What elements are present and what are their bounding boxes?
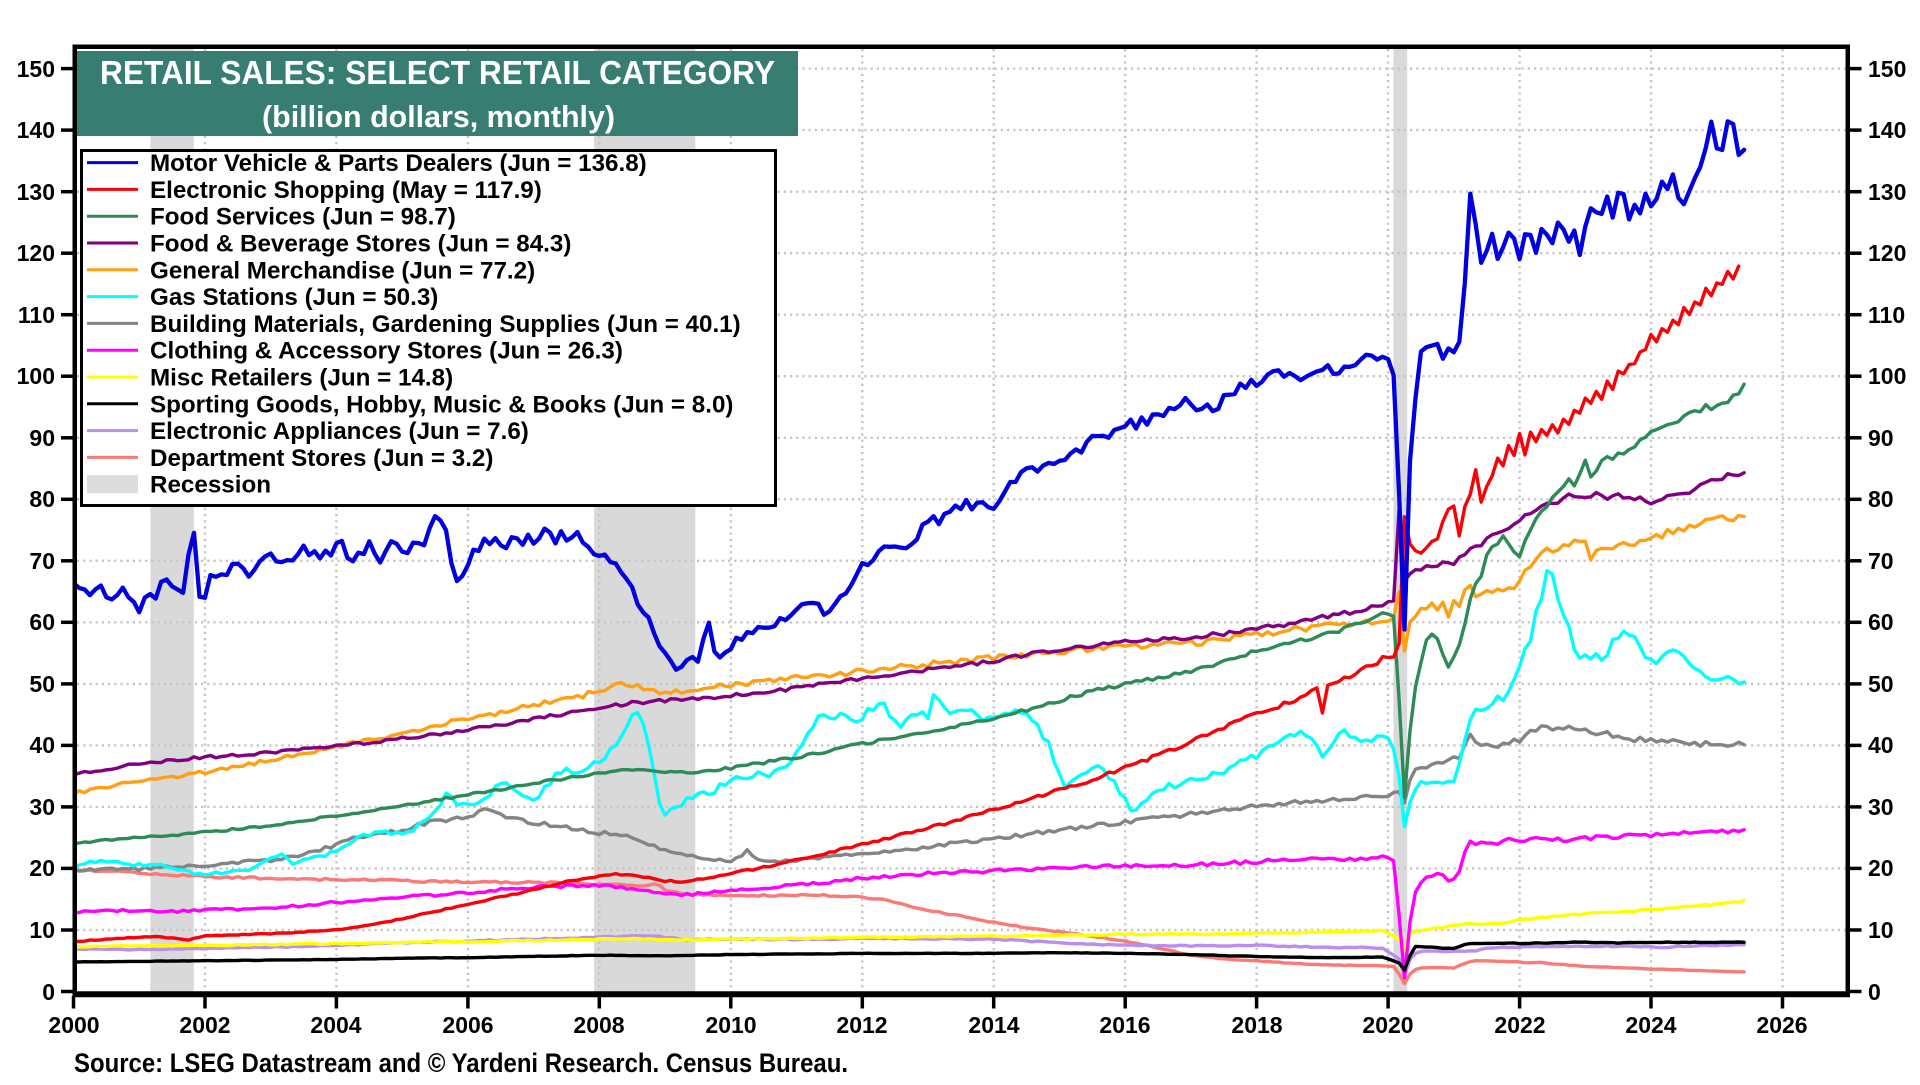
- svg-text:80: 80: [1868, 486, 1894, 512]
- svg-text:Gas Stations (Jun = 50.3): Gas Stations (Jun = 50.3): [150, 284, 438, 311]
- svg-text:40: 40: [1868, 732, 1894, 758]
- svg-text:10: 10: [29, 917, 55, 943]
- svg-text:2004: 2004: [310, 1012, 361, 1038]
- svg-text:20: 20: [1868, 855, 1894, 881]
- svg-text:10: 10: [1868, 917, 1894, 943]
- svg-text:Electronic Shopping (May = 117: Electronic Shopping (May = 117.9): [150, 177, 542, 204]
- svg-text:Clothing & Accessory Stores (J: Clothing & Accessory Stores (Jun = 26.3): [150, 338, 623, 365]
- svg-text:2018: 2018: [1231, 1012, 1282, 1038]
- svg-text:(billion dollars, monthly): (billion dollars, monthly): [262, 99, 615, 134]
- svg-text:Misc Retailers (Jun = 14.8): Misc Retailers (Jun = 14.8): [150, 365, 453, 392]
- svg-text:50: 50: [1868, 671, 1894, 697]
- svg-text:80: 80: [29, 486, 55, 512]
- svg-text:40: 40: [29, 732, 55, 758]
- svg-text:2020: 2020: [1362, 1012, 1413, 1038]
- svg-text:90: 90: [29, 425, 55, 451]
- svg-text:Department Stores (Jun = 3.2): Department Stores (Jun = 3.2): [150, 445, 493, 472]
- svg-text:Motor Vehicle & Parts Dealers: Motor Vehicle & Parts Dealers (Jun = 136…: [150, 150, 647, 177]
- svg-text:2002: 2002: [179, 1012, 230, 1038]
- svg-text:Electronic Appliances (Jun = 7: Electronic Appliances (Jun = 7.6): [150, 418, 529, 445]
- svg-text:130: 130: [17, 179, 55, 205]
- svg-text:20: 20: [29, 855, 55, 881]
- svg-text:2022: 2022: [1494, 1012, 1545, 1038]
- svg-text:2010: 2010: [705, 1012, 756, 1038]
- svg-text:2008: 2008: [573, 1012, 624, 1038]
- svg-text:60: 60: [1868, 609, 1894, 635]
- svg-text:2024: 2024: [1625, 1012, 1676, 1038]
- svg-text:RETAIL SALES: SELECT RETAIL CA: RETAIL SALES: SELECT RETAIL CATEGORY: [100, 54, 775, 91]
- svg-text:Sporting Goods, Hobby, Music &: Sporting Goods, Hobby, Music & Books (Ju…: [150, 391, 733, 418]
- svg-text:140: 140: [17, 117, 55, 143]
- svg-text:70: 70: [1868, 548, 1894, 574]
- svg-text:Food Services (Jun = 98.7): Food Services (Jun = 98.7): [150, 204, 456, 231]
- svg-text:2006: 2006: [442, 1012, 493, 1038]
- svg-text:130: 130: [1868, 179, 1906, 205]
- svg-text:100: 100: [1868, 363, 1906, 389]
- svg-text:2014: 2014: [968, 1012, 1019, 1038]
- svg-text:Recession: Recession: [150, 472, 271, 499]
- svg-text:2000: 2000: [48, 1012, 99, 1038]
- svg-text:2016: 2016: [1099, 1012, 1150, 1038]
- svg-text:60: 60: [29, 609, 55, 635]
- svg-text:General Merchandise (Jun = 77.: General Merchandise (Jun = 77.2): [150, 257, 535, 284]
- svg-text:110: 110: [1868, 302, 1905, 328]
- svg-text:2026: 2026: [1756, 1012, 1807, 1038]
- svg-text:30: 30: [1868, 794, 1894, 820]
- svg-text:150: 150: [1868, 56, 1906, 82]
- svg-text:Building Materials, Gardening: Building Materials, Gardening Supplies (…: [150, 311, 741, 338]
- svg-text:2012: 2012: [836, 1012, 887, 1038]
- svg-text:50: 50: [29, 671, 55, 697]
- svg-text:0: 0: [42, 979, 55, 1005]
- svg-text:110: 110: [18, 302, 55, 328]
- svg-text:120: 120: [17, 240, 55, 266]
- svg-text:Source: LSEG Datastream and ©: Source: LSEG Datastream and © Yardeni Re…: [74, 1048, 848, 1078]
- svg-text:120: 120: [1868, 240, 1906, 266]
- svg-text:70: 70: [29, 548, 55, 574]
- svg-text:140: 140: [1868, 117, 1906, 143]
- svg-text:Food & Beverage Stores (Jun =: Food & Beverage Stores (Jun = 84.3): [150, 231, 571, 258]
- svg-text:90: 90: [1868, 425, 1894, 451]
- svg-text:30: 30: [29, 794, 55, 820]
- svg-text:150: 150: [17, 56, 55, 82]
- svg-text:0: 0: [1868, 979, 1881, 1005]
- svg-text:100: 100: [17, 363, 55, 389]
